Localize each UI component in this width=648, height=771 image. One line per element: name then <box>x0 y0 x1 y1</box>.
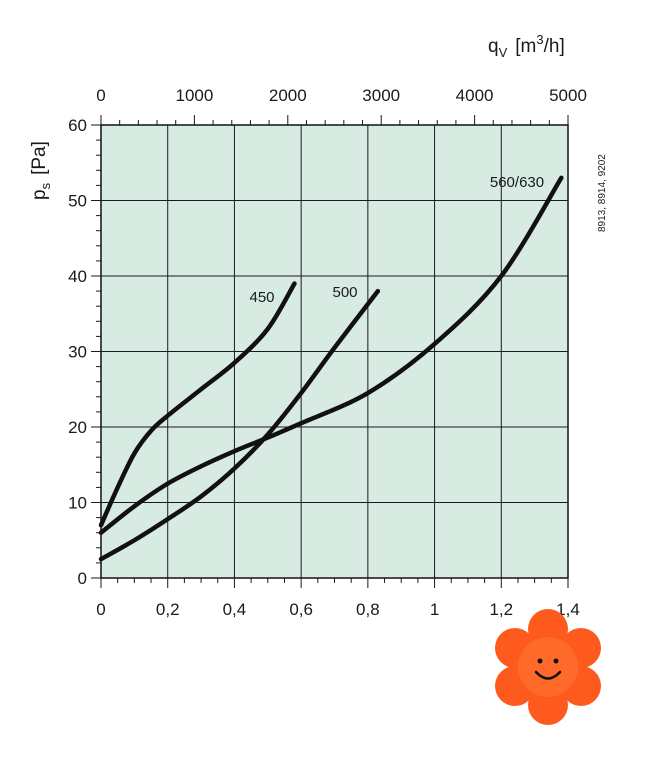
x-tick-label: 1 <box>430 600 439 619</box>
y-tick-label: 50 <box>68 192 87 211</box>
series-line-560-630 <box>98 175 564 535</box>
y-axis-title: ps[Pa] <box>29 141 53 200</box>
series-labels: 450 500 560/630 <box>249 174 544 306</box>
y-tick-label: 10 <box>68 494 87 513</box>
top-x-tick-label: 4000 <box>456 86 494 105</box>
x-tick-label: 0 <box>96 600 105 619</box>
top-x-tick-labels: 0 1000 2000 3000 4000 5000 <box>96 86 587 105</box>
top-x-tick-label: 3000 <box>362 86 400 105</box>
plot-frame <box>100 124 569 579</box>
x-tick-labels: 0 0,2 0,4 0,6 0,8 1 1,2 1,4 <box>96 600 580 619</box>
y-tick-label: 30 <box>68 343 87 362</box>
minor-ticks <box>91 115 569 588</box>
series-label: 500 <box>332 284 357 301</box>
series-label: 450 <box>249 289 274 306</box>
series-line-450 <box>98 281 297 528</box>
top-x-tick-label: 2000 <box>269 86 307 105</box>
top-x-tick-label: 1000 <box>175 86 213 105</box>
side-note: 8913, 8914, 9202 <box>597 154 608 232</box>
x-tick-label: 0,8 <box>356 600 380 619</box>
x-tick-label: 1,4 <box>556 600 580 619</box>
y-tick-label: 0 <box>78 569 87 588</box>
x-tick-label: 0,6 <box>289 600 313 619</box>
y-tick-label: 40 <box>68 267 87 286</box>
x-tick-label: 0,4 <box>223 600 247 619</box>
series-lines <box>98 175 564 562</box>
y-tick-labels: 0 10 20 30 40 50 60 <box>68 116 87 588</box>
y-tick-label: 60 <box>68 116 87 135</box>
top-x-tick-label: 5000 <box>549 86 587 105</box>
series-line-500 <box>98 288 381 562</box>
smiling-flower-icon <box>495 609 601 725</box>
top-axis-title: qV [m3/h] <box>488 32 565 60</box>
top-x-tick-label: 0 <box>96 86 105 105</box>
series-label: 560/630 <box>490 174 544 191</box>
y-tick-label: 20 <box>68 418 87 437</box>
x-tick-label: 0,2 <box>156 600 180 619</box>
x-tick-label: 1,2 <box>489 600 513 619</box>
